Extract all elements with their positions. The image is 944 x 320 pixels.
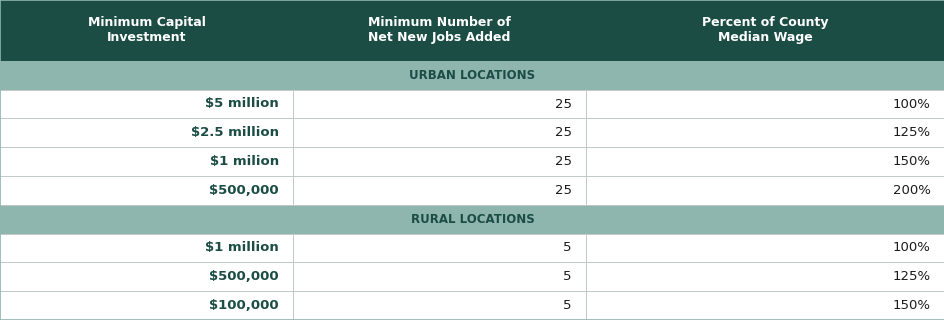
Bar — [585, 147, 944, 176]
Text: 5: 5 — [563, 270, 571, 283]
Bar — [585, 234, 944, 262]
Bar — [0, 291, 293, 320]
Bar — [293, 147, 585, 176]
Bar — [293, 118, 585, 147]
Bar — [293, 176, 585, 205]
Bar — [293, 262, 585, 291]
Text: $1 milion: $1 milion — [210, 155, 278, 168]
Bar — [0, 0, 293, 61]
Text: Minimum Number of
Net New Jobs Added: Minimum Number of Net New Jobs Added — [367, 16, 511, 44]
Text: 25: 25 — [554, 126, 571, 139]
Text: 5: 5 — [563, 242, 571, 254]
Text: $5 million: $5 million — [205, 98, 278, 110]
Bar — [293, 0, 585, 61]
Text: Percent of County
Median Wage: Percent of County Median Wage — [701, 16, 828, 44]
Text: 150%: 150% — [892, 299, 930, 312]
Bar — [0, 118, 293, 147]
Bar — [0, 90, 293, 118]
Text: 150%: 150% — [892, 155, 930, 168]
Bar — [0, 61, 944, 90]
Text: $500,000: $500,000 — [209, 270, 278, 283]
Text: $1 million: $1 million — [205, 242, 278, 254]
Text: $100,000: $100,000 — [209, 299, 278, 312]
Text: 5: 5 — [563, 299, 571, 312]
Text: 25: 25 — [554, 155, 571, 168]
Text: $2.5 million: $2.5 million — [191, 126, 278, 139]
Bar — [293, 234, 585, 262]
Bar — [585, 262, 944, 291]
Text: URBAN LOCATIONS: URBAN LOCATIONS — [409, 69, 535, 82]
Text: 100%: 100% — [892, 98, 930, 110]
Bar — [0, 262, 293, 291]
Bar — [585, 118, 944, 147]
Text: 125%: 125% — [892, 270, 930, 283]
Bar — [585, 176, 944, 205]
Text: Minimum Capital
Investment: Minimum Capital Investment — [88, 16, 205, 44]
Bar — [585, 0, 944, 61]
Bar — [0, 205, 944, 234]
Bar — [0, 176, 293, 205]
Bar — [293, 90, 585, 118]
Bar — [0, 147, 293, 176]
Text: 25: 25 — [554, 98, 571, 110]
Text: 25: 25 — [554, 184, 571, 197]
Text: 100%: 100% — [892, 242, 930, 254]
Text: $500,000: $500,000 — [209, 184, 278, 197]
Text: RURAL LOCATIONS: RURAL LOCATIONS — [411, 213, 533, 226]
Text: 200%: 200% — [892, 184, 930, 197]
Bar — [0, 234, 293, 262]
Bar — [585, 90, 944, 118]
Bar — [293, 291, 585, 320]
Bar — [585, 291, 944, 320]
Text: 125%: 125% — [892, 126, 930, 139]
